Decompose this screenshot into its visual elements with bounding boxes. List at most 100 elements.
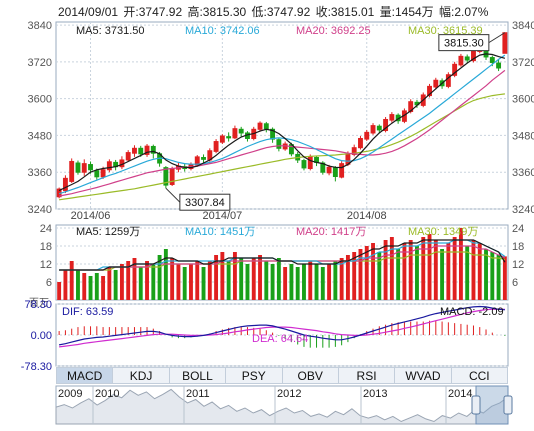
candle-body: [163, 167, 169, 186]
quote-header: 2014/09/01 开:3747.92 高:3815.30 低:3747.92…: [58, 3, 490, 20]
tab-wvad[interactable]: WVAD: [395, 367, 452, 384]
volume-bar: [320, 267, 325, 300]
candle-body: [370, 125, 376, 134]
annotation-leader: [165, 187, 181, 203]
volume-bar: [76, 270, 80, 300]
dif-line: [58, 305, 505, 346]
overview-year-label: 2013: [363, 388, 387, 400]
volume-bar: [283, 267, 288, 300]
kline-y-tick-left: 3480: [28, 130, 52, 142]
kline-legend-ma30: MA30: 3615.39: [408, 25, 483, 37]
volume-bar: [126, 261, 131, 300]
volume-y-tick-left: 24: [40, 223, 52, 235]
candle-body: [452, 63, 458, 76]
kline-y-tick-right: 3480: [512, 130, 534, 142]
overview-selection[interactable]: [475, 385, 509, 425]
volume-bar: [226, 261, 231, 300]
dea-line: [59, 308, 505, 348]
volume-bar: [383, 240, 388, 300]
volume-y-tick-left: 6: [46, 277, 52, 289]
volume-legend-ma20: MA20: 1417万: [296, 226, 366, 238]
candle-body: [307, 156, 313, 170]
overview-year-label: 2010: [95, 388, 119, 400]
ma20-line: [58, 69, 506, 197]
volume-bar: [440, 249, 445, 300]
candle-body: [351, 147, 357, 155]
candle-body: [326, 166, 332, 174]
candle-body: [496, 62, 502, 69]
kline-legend-ma5: MA5: 3731.50: [76, 25, 145, 37]
volume-bar: [496, 255, 501, 300]
tab-boll[interactable]: BOLL: [169, 367, 227, 384]
candle-body: [364, 131, 370, 140]
candle-body: [263, 123, 269, 130]
annotation-box: [179, 193, 231, 211]
candle-body: [94, 170, 100, 178]
volume-panel: [55, 224, 509, 301]
volume-bar: [182, 267, 187, 300]
volume-bar: [427, 234, 432, 300]
candle-body: [132, 147, 137, 154]
macd-legend-macd: MACD: -2.09: [440, 306, 504, 318]
volume-bar: [94, 273, 99, 300]
macd-y-tick: -78.30: [21, 361, 52, 373]
candle-body: [464, 56, 470, 61]
volume-bar: [295, 267, 300, 300]
candle-body: [238, 128, 244, 134]
kline-x-tick: 2014/08: [347, 210, 387, 222]
annotation-label: 3307.84: [185, 197, 225, 209]
volume-bar: [358, 249, 363, 300]
kline-y-tick-right: 3360: [512, 167, 534, 179]
volume-bar: [446, 243, 451, 300]
candle-body: [106, 161, 112, 171]
kline-y-tick-right: 3600: [512, 94, 534, 106]
candle-body: [144, 145, 150, 155]
annotation-label: 3815.30: [444, 38, 484, 50]
candle-body: [383, 118, 389, 132]
candle-body: [219, 135, 225, 143]
kline-y-tick-left: 3720: [28, 57, 52, 69]
macd-y-tick: 0.00: [31, 330, 52, 342]
volume-bar: [289, 264, 294, 300]
volume-legend-ma30: MA30: 1349万: [408, 226, 478, 238]
candle-body: [445, 74, 451, 87]
candle-body: [100, 169, 106, 178]
volume-bar: [63, 270, 68, 300]
tab-psy[interactable]: PSY: [226, 367, 283, 384]
volume-bar: [214, 255, 219, 300]
volume-bar: [452, 237, 457, 300]
kline-y-tick-right: 3240: [512, 204, 534, 216]
header-open: 开:3747.92: [123, 5, 183, 19]
volume-bar: [113, 270, 118, 300]
volume-y-tick-right: 24: [512, 223, 524, 235]
volume-bar: [270, 264, 275, 300]
volume-bar: [490, 252, 495, 300]
volume-bar: [276, 258, 281, 300]
volume-bar: [302, 264, 306, 300]
volume-bar: [138, 267, 143, 300]
tab-kdj[interactable]: KDJ: [113, 367, 170, 384]
ma10-line: [58, 54, 506, 195]
volume-unit: 百万: [29, 297, 49, 309]
tab-rsi[interactable]: RSI: [338, 367, 396, 384]
volume-bar: [170, 258, 175, 300]
candle-body: [232, 128, 238, 139]
candle-body: [62, 177, 68, 192]
tab-macd[interactable]: MACD: [56, 367, 114, 384]
volume-bar: [371, 243, 375, 300]
volume-bar: [408, 240, 413, 300]
overview-handle-right[interactable]: [503, 395, 513, 415]
volume-bar: [201, 267, 206, 300]
header-high: 高:3815.30: [187, 5, 247, 19]
volume-bar: [220, 252, 225, 300]
volume-bar: [207, 261, 212, 300]
volume-bar: [145, 261, 149, 300]
tab-cci[interactable]: CCI: [451, 367, 508, 384]
tab-obv[interactable]: OBV: [282, 367, 339, 384]
volume-bar: [377, 252, 382, 300]
kline-y-tick-left: 3240: [28, 204, 52, 216]
volume-bar: [477, 243, 482, 300]
macd-legend-dif: DIF: 63.59: [62, 306, 113, 318]
overview-handle-left[interactable]: [471, 395, 481, 415]
